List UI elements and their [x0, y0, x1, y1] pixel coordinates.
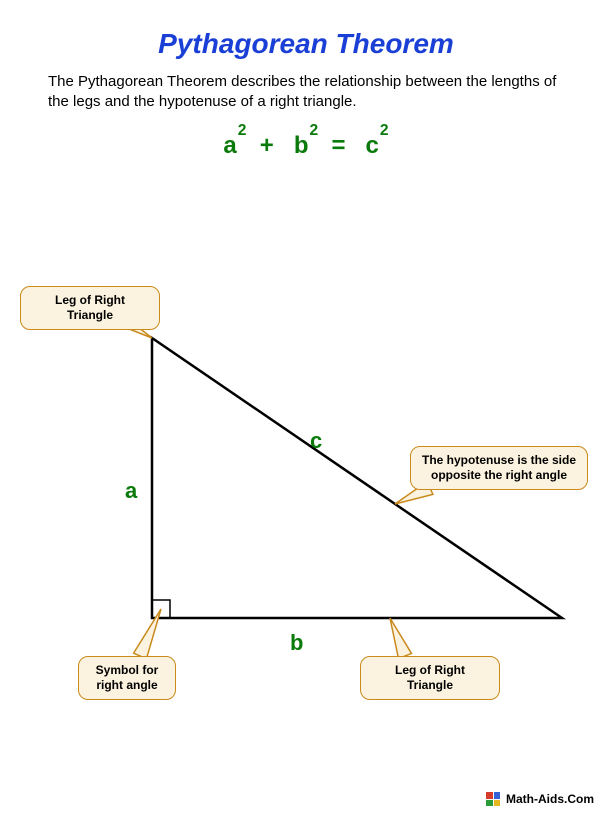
formula-plus: + [260, 132, 274, 159]
formula-c-exp: 2 [380, 122, 389, 139]
triangle-diagram: a b c Leg of Right Triangle The hypotenu… [0, 278, 612, 778]
formula-eq: = [332, 132, 346, 159]
triangle-svg [0, 278, 612, 778]
callout-leg-bottom: Leg of Right Triangle [360, 656, 500, 700]
formula: a2 + b2 = c2 [0, 131, 612, 160]
callout-right-angle-line1: Symbol for [96, 663, 159, 677]
formula-a: a [223, 132, 236, 159]
callout-leg-top: Leg of Right Triangle [20, 286, 160, 330]
side-label-b: b [290, 630, 303, 656]
callout-hypotenuse: The hypotenuse is the side opposite the … [410, 446, 588, 490]
page-title: Pythagorean Theorem [0, 28, 612, 60]
callout-hypotenuse-line1: The hypotenuse is the side [422, 453, 576, 467]
callout-right-angle-line2: right angle [96, 678, 157, 692]
theorem-description: The Pythagorean Theorem describes the re… [48, 72, 564, 113]
formula-a-exp: 2 [238, 122, 247, 139]
footer-text: Math-Aids.Com [506, 792, 594, 806]
formula-b: b [294, 132, 309, 159]
footer: Math-Aids.Com [486, 792, 594, 806]
callout-right-angle: Symbol for right angle [78, 656, 176, 700]
side-label-a: a [125, 478, 137, 504]
callout-hypotenuse-line2: opposite the right angle [431, 468, 567, 482]
formula-c: c [366, 132, 379, 159]
formula-b-exp: 2 [309, 122, 318, 139]
side-label-c: c [310, 428, 322, 454]
footer-logo-icon [486, 792, 500, 806]
